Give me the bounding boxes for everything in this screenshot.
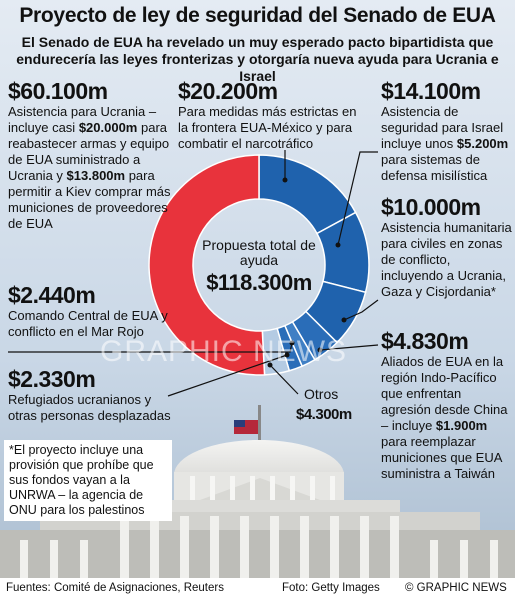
leader-line [337,151,378,246]
description-text: para reemplazar municiones que EUA sumin… [381,434,502,481]
description: Asistencia para Ucrania – incluye casi $… [8,104,173,232]
brand: © GRAPHIC NEWS [405,582,507,594]
footnote: *El proyecto incluye una provisión que p… [4,440,172,521]
leader-lines [8,150,379,397]
leader-line [343,299,379,321]
value-label: $4.300m [296,406,352,423]
total-label: $118.300m [206,270,312,295]
subtitle: El Senado de EUA ha revelado un muy espe… [16,34,499,84]
donut-segment [148,154,266,376]
description: Para medidas más estrictas en la fronter… [178,104,368,152]
description-text: Aliados de EUA en la región Indo-Pacífic… [381,354,508,433]
description-text: Comando Central de EUA y conflicto en el… [8,308,168,339]
description-bold: $1.900m [435,418,488,433]
description-text: Asistencia de seguridad para Israel incl… [381,104,504,151]
photo-credit: Foto: Getty Images [282,582,380,594]
capitol-photo [0,405,515,582]
description-text: para reabastecer armas y equipo de EUA s… [8,120,170,183]
description-text: para sistemas de defensa misilística [381,152,488,183]
description-text: para permitir a Kiev comprar más municio… [8,168,171,231]
value-label: $4.830m [381,328,469,354]
description: Refugiados ucranianos y otras personas d… [8,392,173,424]
leader-line [8,342,293,353]
description-text: Asistencia para Ucrania – incluye casi [8,104,157,135]
description: Aliados de EUA en la región Indo-Pacífic… [381,354,511,482]
description: Asistencia humanitaria para civiles en z… [381,220,513,300]
leader-line [167,354,288,397]
value-label: $20.200m [178,78,278,104]
leader-dot [267,362,273,368]
leader-dot [282,177,288,183]
source: Fuentes: Comité de Asignaciones, Reuters [6,582,224,594]
description-bold: $13.800m [66,168,126,183]
value-label: $60.100m [8,78,108,104]
leader-line [319,344,379,351]
leader-line [269,364,299,395]
description-text: Asistencia humanitaria para civiles en z… [381,220,512,299]
value-label: $2.330m [8,366,96,392]
description-text: Para medidas más estrictas en la fronter… [178,104,357,151]
center-label: Propuesta total de ayuda [202,237,316,268]
title: Proyecto de ley de seguridad del Senado … [19,4,496,27]
value-label: $14.100m [381,78,481,104]
description: Asistencia de seguridad para Israel incl… [381,104,511,184]
category-label: Otros [304,386,339,402]
description: Comando Central de EUA y conflicto en el… [8,308,178,340]
leader-dot [317,347,323,353]
description-bold: $20.000m [78,120,138,135]
leader-dot [284,352,290,358]
value-label: $2.440m [8,282,96,308]
watermark: GRAPHIC NEWS [100,335,348,368]
description-bold: $5.200m [456,136,509,151]
leader-dot [335,242,341,248]
leader-dot [341,317,347,323]
leader-dot [289,340,295,346]
footer-bar [0,578,515,600]
value-label: $10.000m [381,194,481,220]
description-text: Refugiados ucranianos y otras personas d… [8,392,171,423]
